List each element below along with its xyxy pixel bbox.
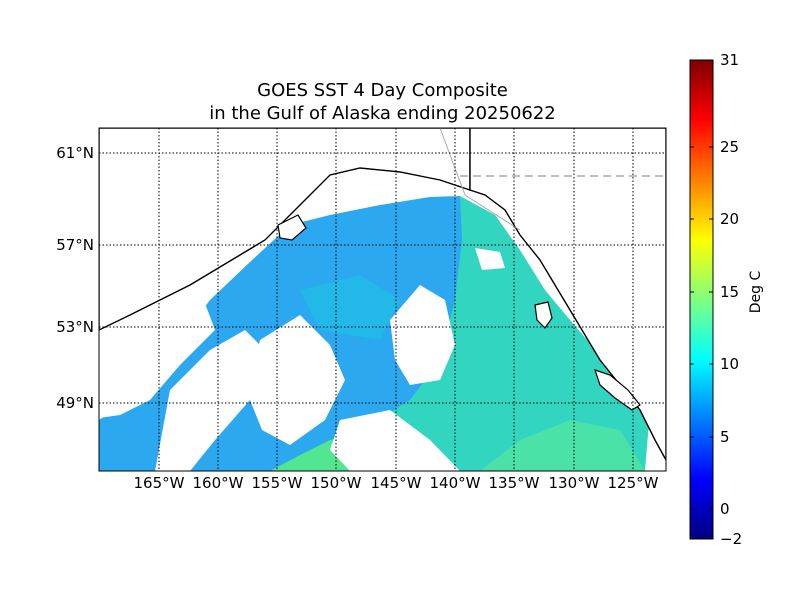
cloud-mask-patch — [475, 248, 505, 270]
land-alaska — [99, 128, 471, 331]
lat-label-57: 57°N — [56, 236, 94, 254]
lat-label-49: 49°N — [56, 394, 94, 412]
colorbar — [689, 59, 714, 540]
lat-label-53: 53°N — [56, 318, 94, 336]
lon-label-140w: 140°W — [429, 474, 481, 492]
map-area — [99, 128, 666, 471]
lon-label-150w: 150°W — [310, 474, 362, 492]
colorbar-tick-label: 5 — [720, 428, 730, 446]
map-frame — [98, 127, 667, 472]
colorbar-tick-label: 0 — [720, 500, 730, 518]
land-haida-gwaii — [534, 301, 553, 329]
lon-label-165w: 165°W — [133, 474, 185, 492]
sst-field-mid — [300, 275, 400, 340]
cloud-mask-east — [390, 285, 455, 385]
colorbar-title: Deg C — [748, 270, 764, 314]
graticule — [99, 128, 666, 471]
land-bc-coast — [469, 128, 666, 461]
colorbar-tick-label: 31 — [720, 51, 740, 69]
colorbar-tick-label: 10 — [720, 355, 740, 373]
map-title-line1: GOES SST 4 Day Composite — [257, 80, 508, 101]
lon-label-135w: 135°W — [488, 474, 540, 492]
land-vancouver-island — [594, 369, 641, 411]
lon-label-160w: 160°W — [192, 474, 244, 492]
cloud-mask-middle — [248, 315, 345, 445]
colorbar-tick-label: 20 — [720, 210, 740, 228]
land-kodiak — [277, 214, 307, 241]
cloud-mask-west — [99, 290, 215, 418]
lon-label-145w: 145°W — [370, 474, 422, 492]
lon-label-130w: 130°W — [548, 474, 600, 492]
sst-field-southeast — [480, 420, 645, 471]
lat-label-61: 61°N — [56, 144, 94, 162]
colorbar-tick-label: 15 — [720, 283, 740, 301]
lon-label-155w: 155°W — [251, 474, 303, 492]
colorbar-ticks — [690, 59, 713, 540]
map-title-line2: in the Gulf of Alaska ending 20250622 — [209, 103, 556, 124]
colorbar-tick-label: 25 — [720, 138, 740, 156]
cloud-mask-central — [155, 330, 270, 471]
cloud-mask-south — [330, 410, 460, 471]
lon-label-125w: 125°W — [607, 474, 659, 492]
sst-field-warm — [300, 196, 650, 471]
border-line-2 — [439, 128, 521, 231]
colorbar-tick-label: −2 — [720, 530, 743, 548]
